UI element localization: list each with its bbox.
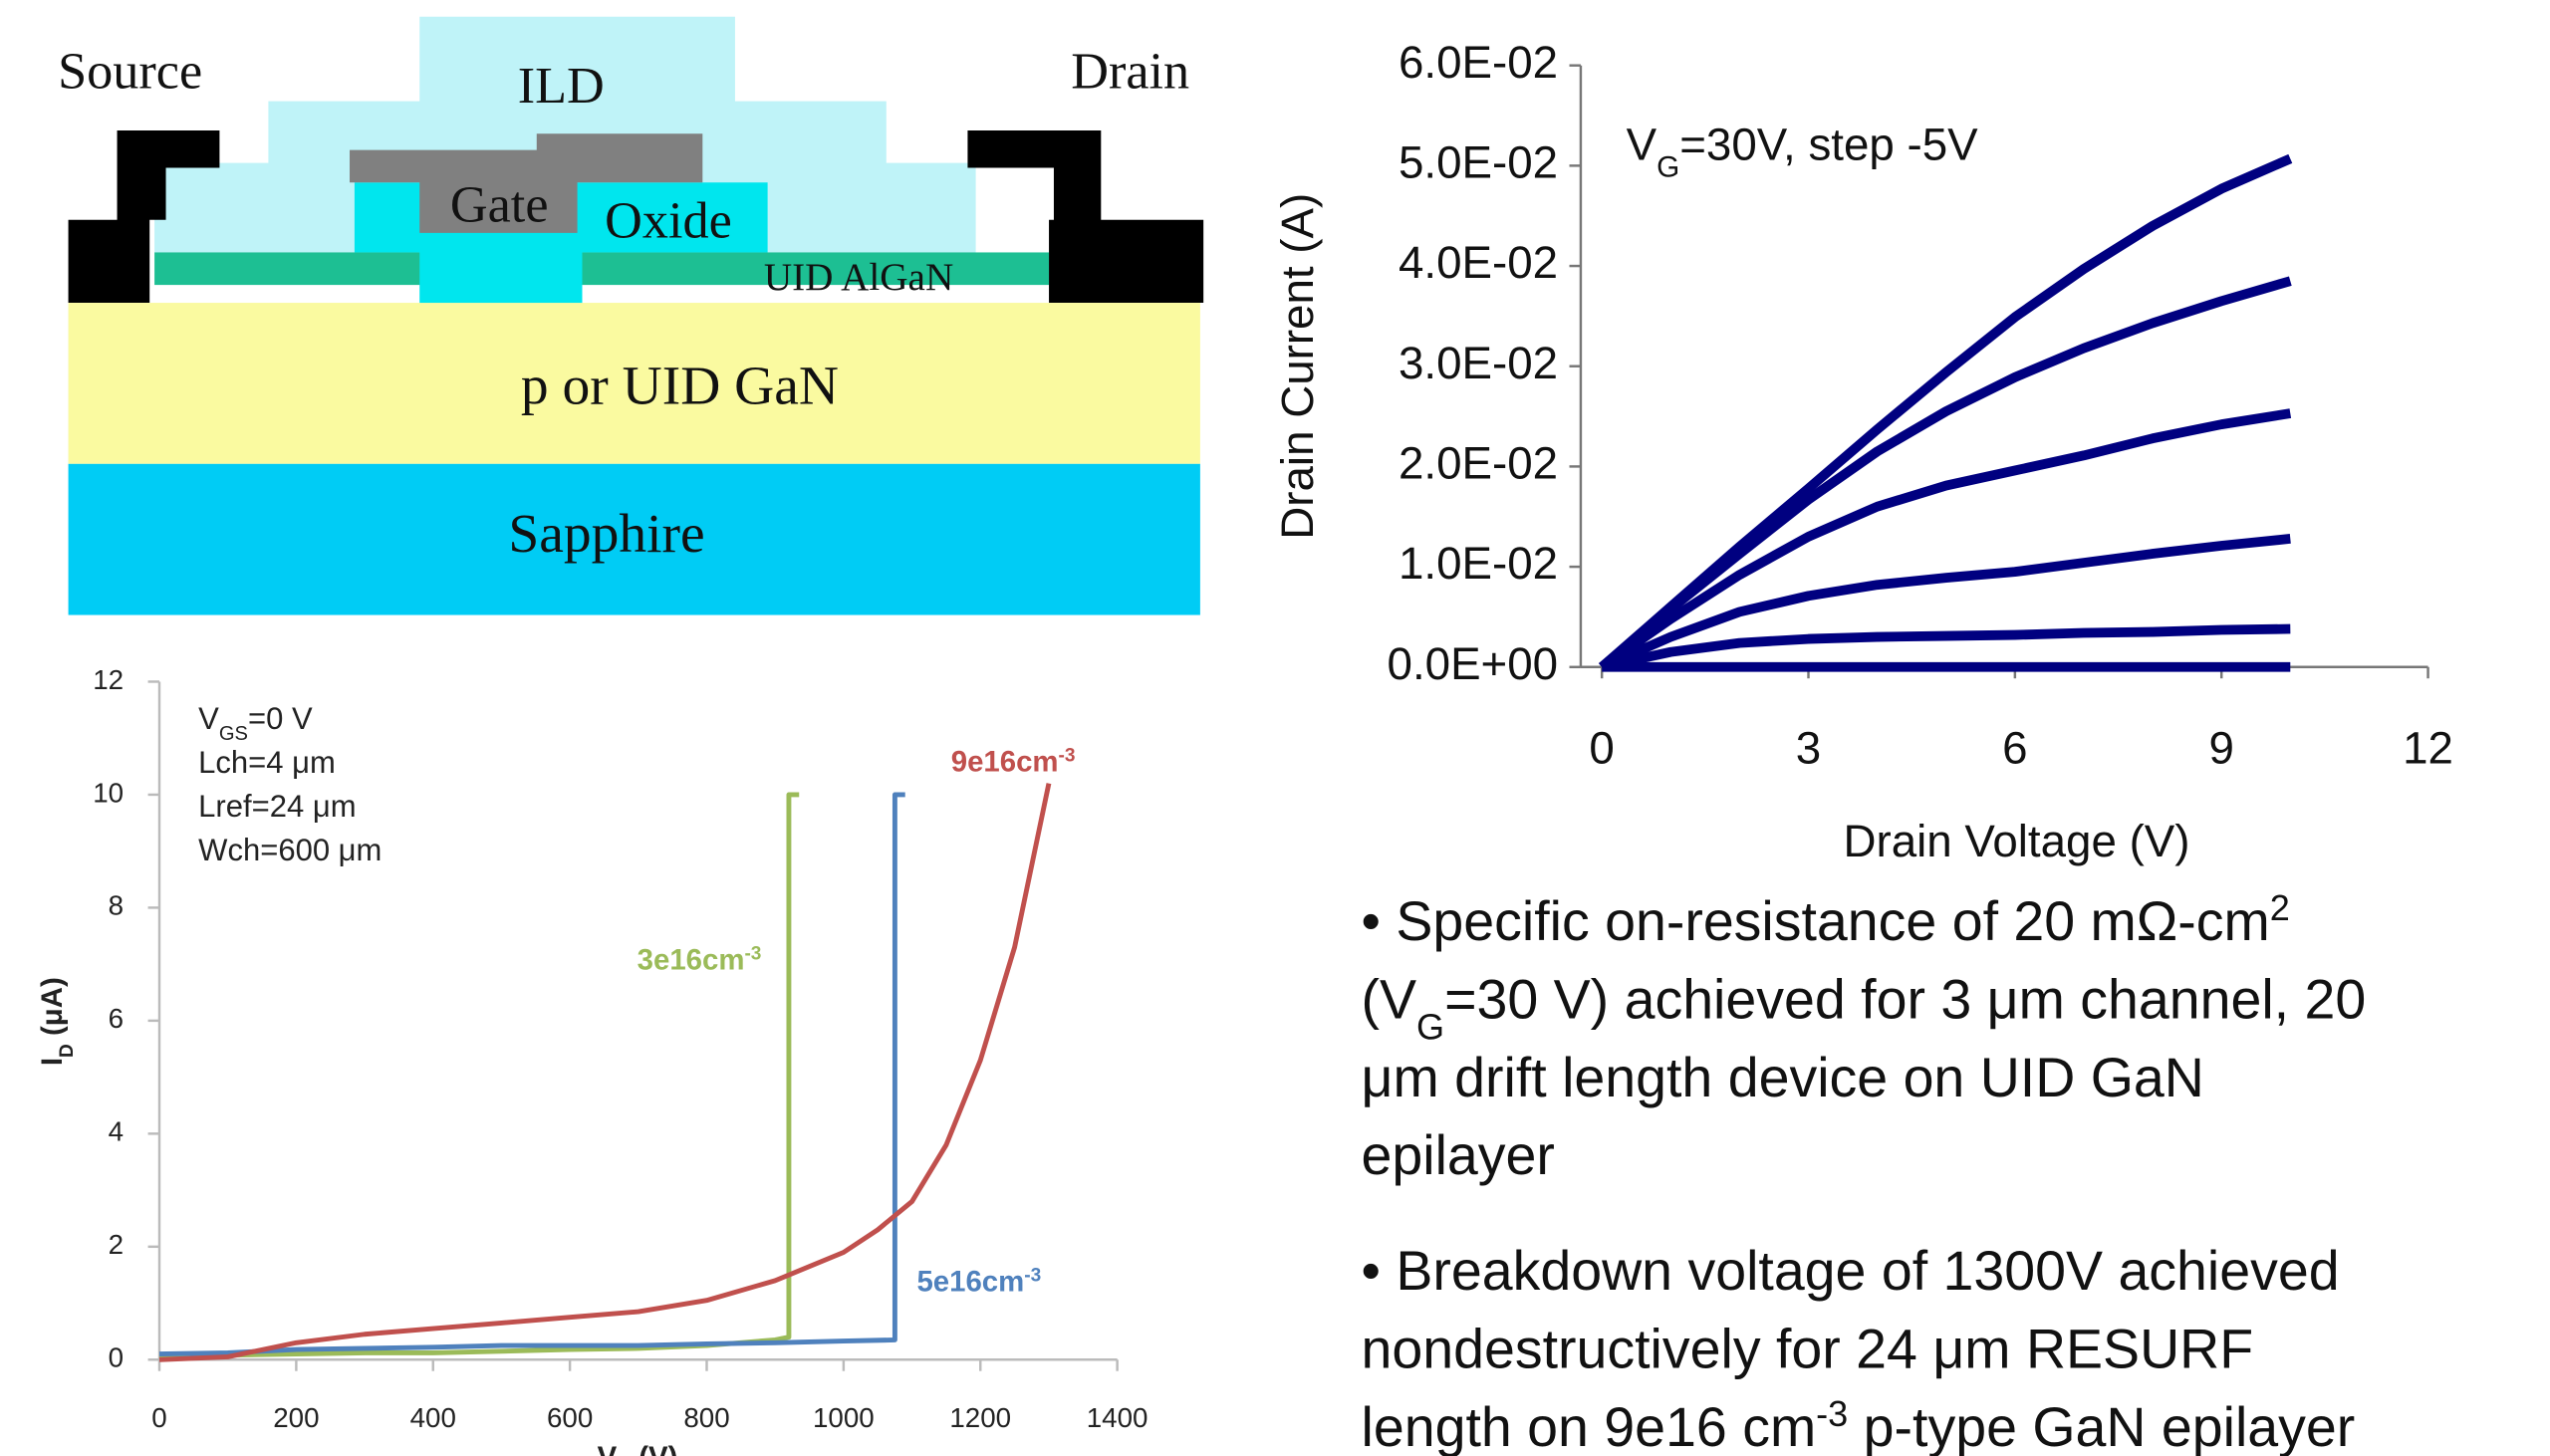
annotation: Lref=24 μm [198,789,356,824]
y-tick-label: 0 [109,1342,124,1373]
y-tick-label: 3.0E-02 [1399,338,1558,388]
text-run: 3e16cm [638,943,745,976]
text-run: • Specific on-resistance of 20 mΩ-cm [1362,890,2270,952]
text-run: =30 V) achieved for 3 μm channel, 20 [1444,968,2366,1030]
slide: Source Drain ILD Gate Oxide UID AlGaN p … [0,0,2550,1456]
y-axis-title: Drain Current (A) [1272,193,1323,540]
x-tick-label: 0 [1589,723,1614,774]
y-tick-label: 4 [109,1116,124,1147]
y-tick-label: 2.0E-02 [1399,437,1558,488]
text-run: nondestructively for 24 μm RESURF [1362,1318,2254,1379]
text-run: 9e16cm [951,745,1059,778]
text-run: =0 V [248,701,313,736]
text-run: (μA) [36,977,69,1044]
annotation: Lch=4 μm [198,745,336,780]
subscript: D [57,1044,78,1058]
x-tick-label: 9 [2208,723,2233,774]
y-tick-label: 10 [93,777,124,808]
subscript: GS [219,723,248,745]
x-tick-label: 1400 [1087,1402,1148,1433]
series-label: 3e16cm-3 [638,943,762,977]
oxide-recess [419,228,582,303]
ild-label: ILD [518,57,605,115]
text-run: V [598,1441,618,1456]
text-run: (V [1362,968,1417,1030]
y-tick-label: 8 [109,890,124,921]
algan-label: UID AlGaN [764,256,953,299]
bullet-line: length on 9e16 cm-3 p-type GaN epilayer [1362,1392,2356,1456]
text-run: μm drift length device on UID GaN [1362,1047,2204,1108]
superscript: -3 [1816,1392,1848,1433]
source-label: Source [58,43,202,101]
y-tick-label: 2 [109,1229,124,1260]
y-tick-label: 5.0E-02 [1399,136,1558,187]
gan-label: p or UID GaN [521,356,839,416]
superscript: -3 [1024,1265,1041,1286]
x-tick-label: 200 [273,1402,319,1433]
x-tick-label: 600 [547,1402,593,1433]
bullet-line: • Specific on-resistance of 20 mΩ-cm2 [1362,887,2290,952]
bullet-line: epilayer [1362,1124,1555,1186]
y-tick-label: 6.0E-02 [1399,37,1558,88]
text-run: • Breakdown voltage of 1300V achieved [1362,1240,2340,1302]
x-tick-label: 12 [2403,723,2453,774]
subscript: G [1416,1006,1444,1047]
text-run: I [36,1058,69,1066]
bullet-line: • Breakdown voltage of 1300V achieved [1362,1240,2340,1302]
x-tick-label: 400 [410,1402,456,1433]
superscript: -3 [1059,745,1076,766]
drain-label: Drain [1071,43,1189,101]
text-run: V [198,701,219,736]
x-tick-label: 800 [683,1402,729,1433]
annotation: Wch=600 μm [198,833,382,867]
bullet-line: μm drift length device on UID GaN [1362,1047,2204,1108]
subscript: G [1657,150,1679,183]
x-tick-label: 3 [1796,723,1821,774]
oxide-label: Oxide [605,192,732,250]
sapphire-label: Sapphire [508,504,704,565]
page: Source Drain ILD Gate Oxide UID AlGaN p … [0,0,2550,1456]
text-run: (V) [631,1441,677,1456]
bullet-line: nondestructively for 24 μm RESURF [1362,1318,2254,1379]
text-run: 5e16cm [916,1266,1024,1299]
x-tick-label: 1000 [813,1402,875,1433]
y-tick-label: 0.0E+00 [1388,638,1559,689]
text-run: length on 9e16 cm [1362,1396,1817,1456]
series-label: 9e16cm-3 [951,745,1076,779]
x-axis-title: VD (V) [598,1441,678,1456]
superscript: 2 [2270,887,2290,928]
text-run: =30V, step -5V [1679,119,1978,169]
x-axis-title: Drain Voltage (V) [1843,816,2189,866]
text-run: Wch=600 μm [198,833,382,867]
superscript: -3 [744,943,761,964]
x-tick-label: 6 [2002,723,2027,774]
y-tick-label: 6 [109,1003,124,1034]
y-tick-label: 4.0E-02 [1399,237,1558,288]
text-run: p-type GaN epilayer [1848,1396,2355,1456]
text-run: V [1627,119,1658,169]
text-run: Lref=24 μm [198,789,356,824]
gate-label: Gate [450,175,549,233]
x-tick-label: 1200 [949,1402,1011,1433]
y-tick-label: 12 [93,664,124,695]
text-run: Lch=4 μm [198,745,336,780]
y-tick-label: 1.0E-02 [1399,538,1558,589]
series-label: 5e16cm-3 [916,1265,1041,1299]
x-tick-label: 0 [151,1402,166,1433]
text-run: epilayer [1362,1124,1555,1186]
